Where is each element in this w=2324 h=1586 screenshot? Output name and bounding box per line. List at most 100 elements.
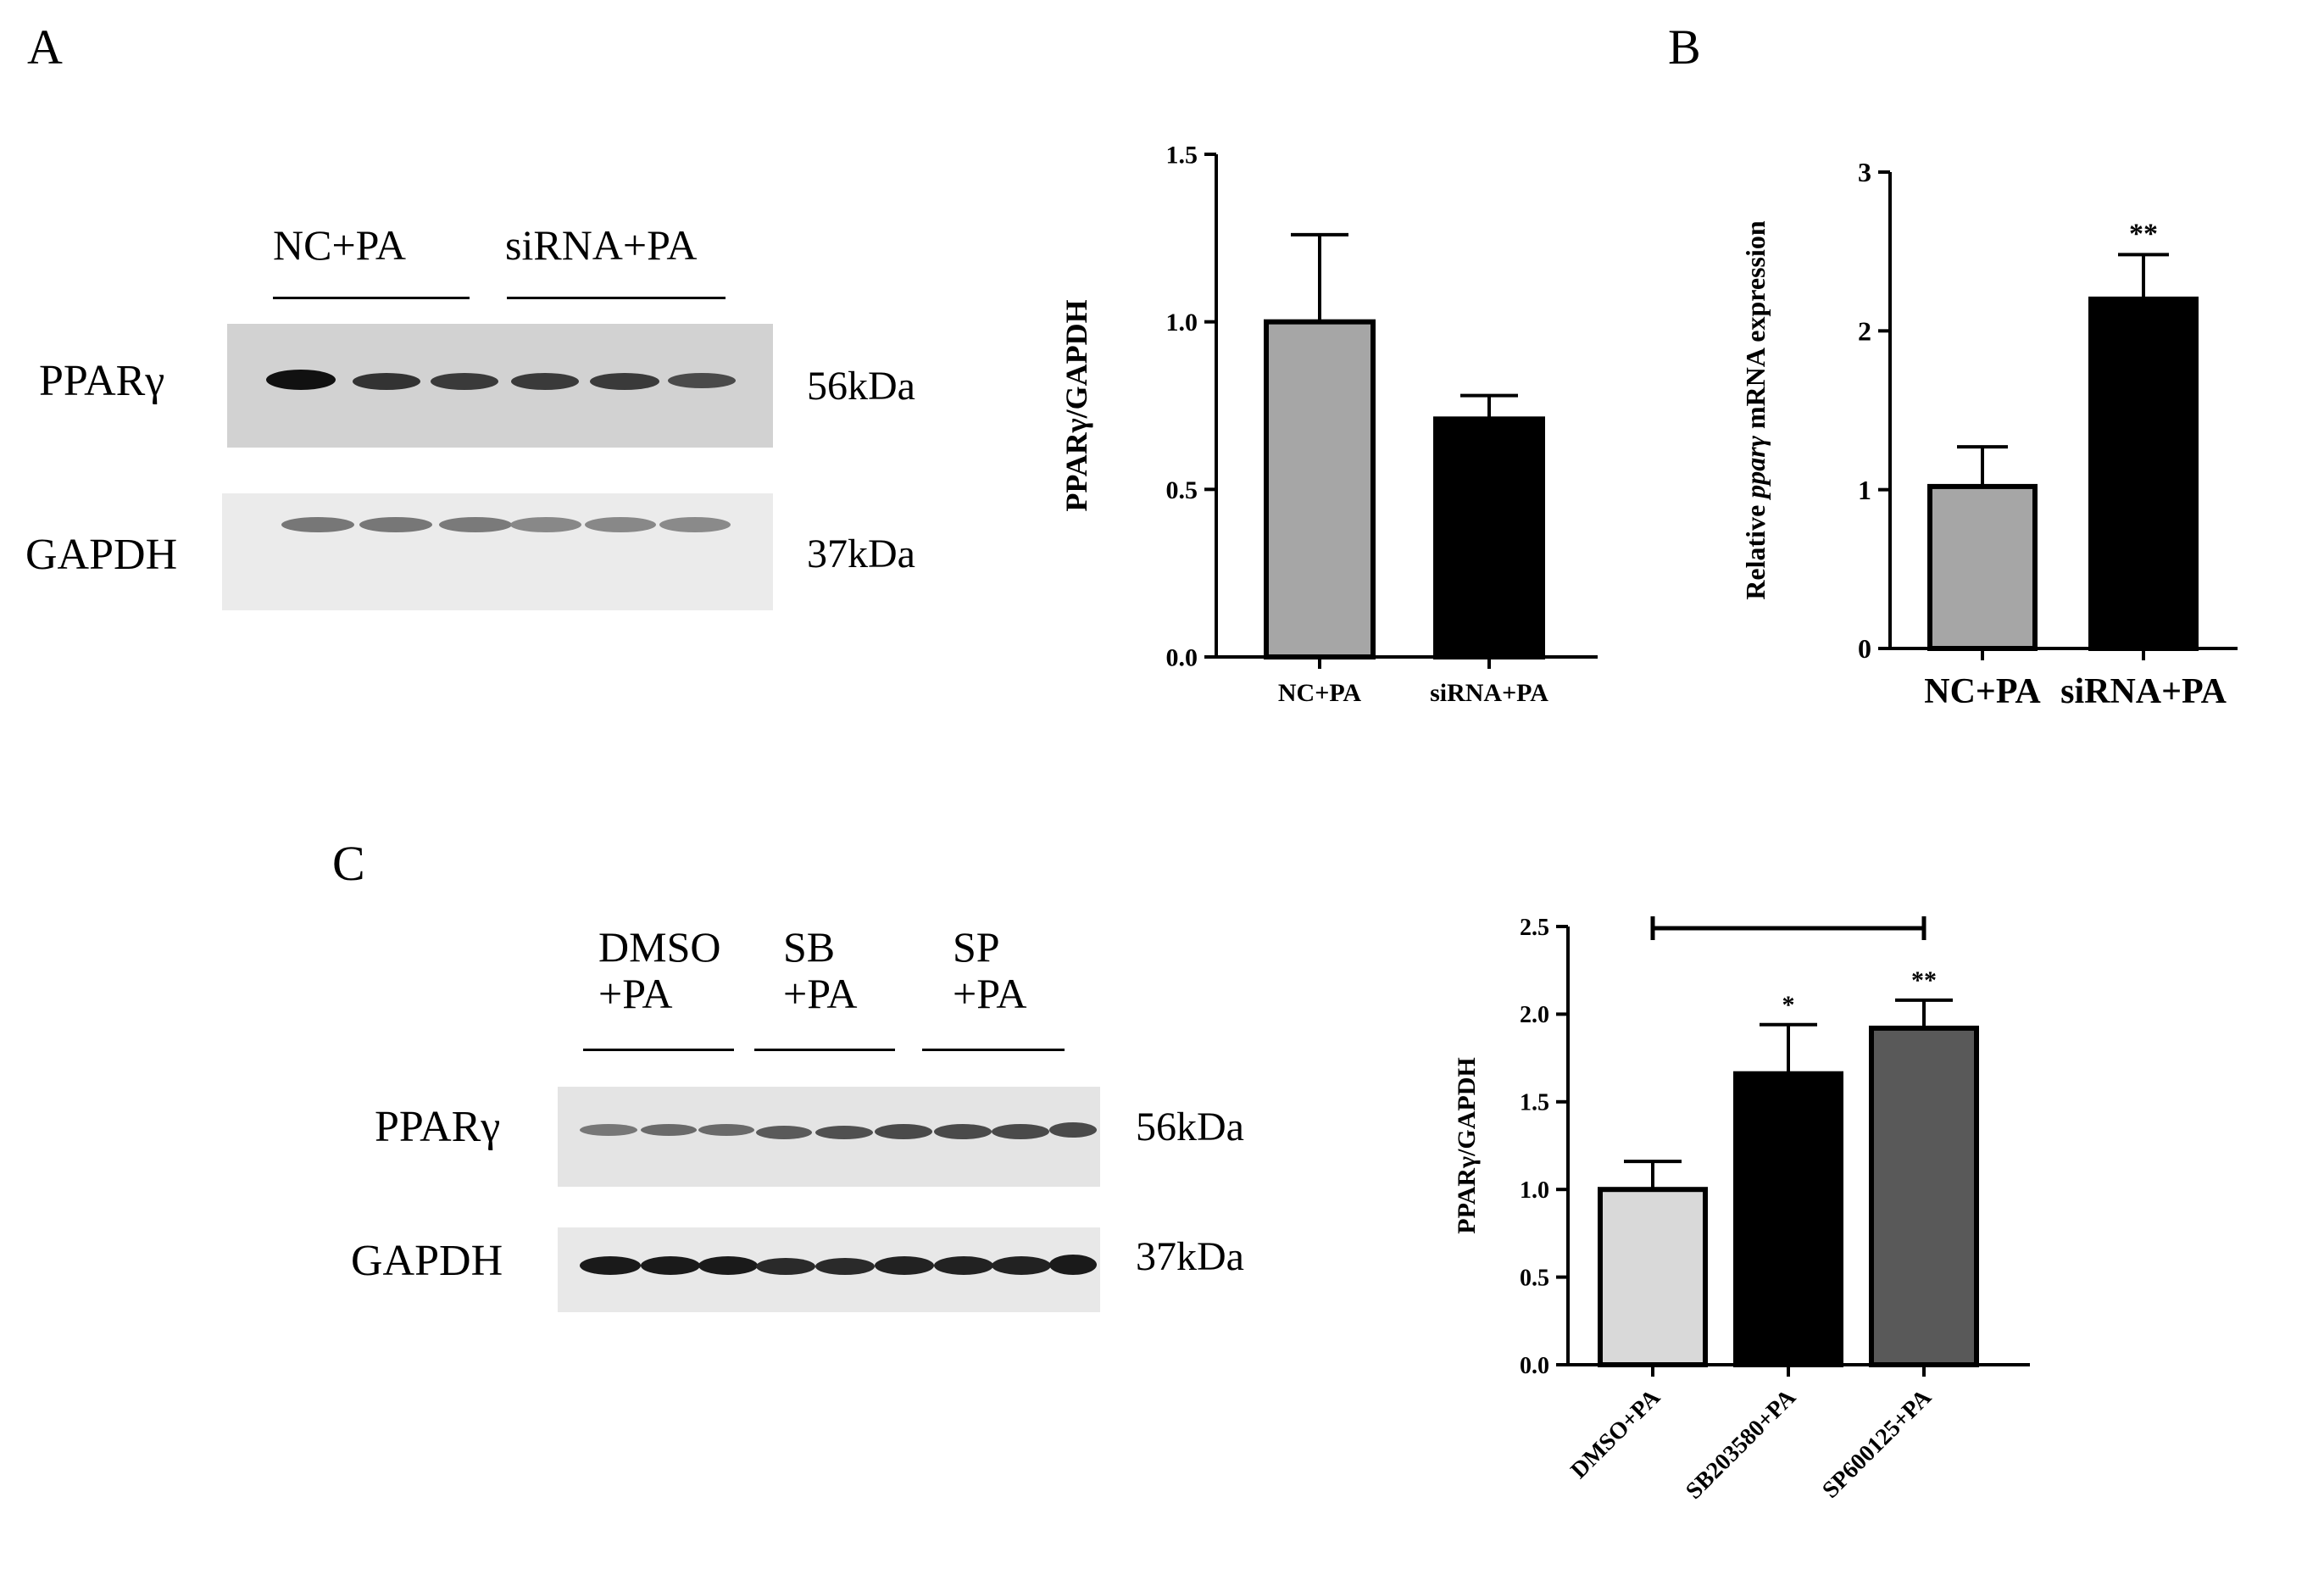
blot-band	[266, 370, 336, 390]
blot-c-group-underline	[754, 1049, 895, 1051]
blot-band	[756, 1126, 812, 1139]
y-tick-label: 2.0	[1520, 1002, 1549, 1028]
blot-c-group-line: SB	[783, 923, 836, 971]
blot-band	[698, 1256, 758, 1275]
blot-band	[510, 517, 581, 532]
y-tick-label: 0.0	[1166, 644, 1198, 672]
x-category-label: SP600125+PA	[1817, 1383, 1937, 1503]
y-tick-label: 3	[1858, 157, 1871, 187]
x-category-label: NC+PA	[1924, 672, 2041, 711]
blot-c-size-label: 37kDa	[1136, 1234, 1244, 1279]
x-category-label: siRNA+PA	[1430, 679, 1548, 707]
blot-band	[815, 1126, 873, 1139]
blot-band	[875, 1124, 932, 1139]
blot-a-group-label: NC+PA	[273, 221, 406, 269]
x-category-label: DMSO+PA	[1565, 1383, 1665, 1483]
blot-band	[439, 517, 512, 532]
blot-band	[815, 1258, 875, 1275]
blot-band	[590, 373, 659, 390]
blot-a-group-underline	[273, 297, 470, 299]
y-axis-label-part: pparγ	[1740, 435, 1771, 500]
x-category-label: NC+PA	[1278, 679, 1362, 707]
y-tick-label: 1.0	[1166, 309, 1198, 337]
y-axis-label: PPARγ/GAPDH	[1453, 1057, 1481, 1233]
blot-band	[1049, 1122, 1097, 1138]
blot-c-protein-label: PPARγ	[375, 1103, 501, 1151]
blot-c-ppar-membrane	[558, 1087, 1100, 1187]
blot-a-gapdh-membrane	[222, 493, 773, 610]
bar-chart-b: 0 1 2 3 NC+PA ** siRNA+PA Relative pparγ mRNA e…	[1740, 157, 2238, 711]
blot-band	[934, 1256, 993, 1275]
blot-c-group-underline	[583, 1049, 734, 1051]
panel-label-b: B	[1668, 19, 1701, 75]
blot-c-gapdh-membrane	[558, 1227, 1100, 1312]
blot-band	[585, 517, 656, 532]
y-tick-label: 1	[1858, 475, 1871, 505]
y-tick-label: 0.5	[1520, 1265, 1549, 1291]
bar	[2088, 296, 2199, 651]
blot-band	[756, 1258, 815, 1275]
y-tick-label: 1.5	[1166, 142, 1198, 170]
blot-c-size-label: 56kDa	[1136, 1105, 1244, 1149]
y-axis-label-part: mRNA expression	[1740, 220, 1771, 436]
blot-c-group-line: +PA	[783, 970, 858, 1017]
blot-band	[353, 373, 420, 390]
blot-band	[934, 1124, 992, 1139]
blot-band	[992, 1256, 1051, 1275]
blot-c-group-underline	[922, 1049, 1065, 1051]
blot-band	[875, 1256, 934, 1275]
significance-marker: **	[2129, 218, 2158, 249]
significance-marker: *	[1782, 991, 1795, 1019]
blot-a-protein-label: GAPDH	[25, 531, 178, 579]
y-axis-label-part: Relative	[1740, 498, 1771, 600]
blot-band	[992, 1124, 1049, 1139]
x-category-label: siRNA+PA	[2060, 672, 2227, 711]
blot-band	[580, 1256, 641, 1275]
bar	[1264, 319, 1376, 660]
bar	[1598, 1187, 1708, 1368]
blot-band	[641, 1124, 697, 1136]
panel-label-c: C	[332, 836, 365, 891]
blot-band	[580, 1124, 637, 1136]
bar-chart-a: 0.0 0.5 1.0 1.5 NC+PA siRNA+PA PPARγ/GAPDH	[1059, 142, 1598, 707]
bar	[1733, 1071, 1843, 1367]
significance-marker: **	[1911, 966, 1937, 994]
x-category-label: SB203580+PA	[1681, 1383, 1801, 1504]
blot-c-group-line: +PA	[598, 970, 673, 1017]
blot-c-group-label: DMSO +PA	[598, 924, 720, 1017]
blot-c-group-line: SP	[953, 923, 1000, 971]
blot-a-size-label: 37kDa	[807, 531, 915, 576]
bar	[1869, 1025, 1979, 1367]
blot-band	[698, 1124, 754, 1136]
y-tick-label: 1.5	[1520, 1090, 1549, 1116]
blot-c-group-line: +PA	[953, 970, 1027, 1017]
bar	[1927, 483, 2038, 652]
panel-label-a: A	[27, 19, 63, 75]
y-axis-label: Relative pparγ mRNA expression	[1740, 220, 1771, 600]
blot-a-size-label: 56kDa	[807, 364, 915, 409]
blot-band	[1049, 1255, 1097, 1275]
y-tick-label: 2	[1858, 316, 1871, 347]
blot-band	[641, 1256, 700, 1275]
blot-c-group-label: SB +PA	[783, 924, 858, 1017]
blot-band	[511, 373, 579, 390]
y-tick-label: 0.0	[1520, 1353, 1549, 1379]
blot-band	[359, 517, 432, 532]
blot-a-group-underline	[507, 297, 726, 299]
y-tick-label: 0	[1858, 633, 1871, 664]
blot-band	[659, 517, 731, 532]
bar	[1433, 416, 1545, 659]
y-tick-label: 0.5	[1166, 476, 1198, 504]
blot-a-ppar-membrane	[227, 324, 773, 448]
y-tick-label: 1.0	[1520, 1177, 1549, 1204]
blot-c-group-line: DMSO	[598, 923, 721, 971]
blot-band	[431, 373, 498, 390]
blot-c-group-label: SP +PA	[953, 924, 1027, 1017]
blot-a-protein-label: PPARγ	[39, 357, 165, 405]
blot-c-protein-label: GAPDH	[351, 1237, 503, 1285]
y-axis-label: PPARγ/GAPDH	[1059, 299, 1093, 511]
y-tick-label: 2.5	[1520, 915, 1549, 941]
bar-chart-c: 0.0 0.5 1.0 1.5 2.0 2.5 DMSO+PA * SB203580+PA ** S…	[1453, 915, 2030, 1505]
blot-a-group-label: siRNA+PA	[505, 221, 698, 269]
blot-band	[668, 373, 736, 388]
